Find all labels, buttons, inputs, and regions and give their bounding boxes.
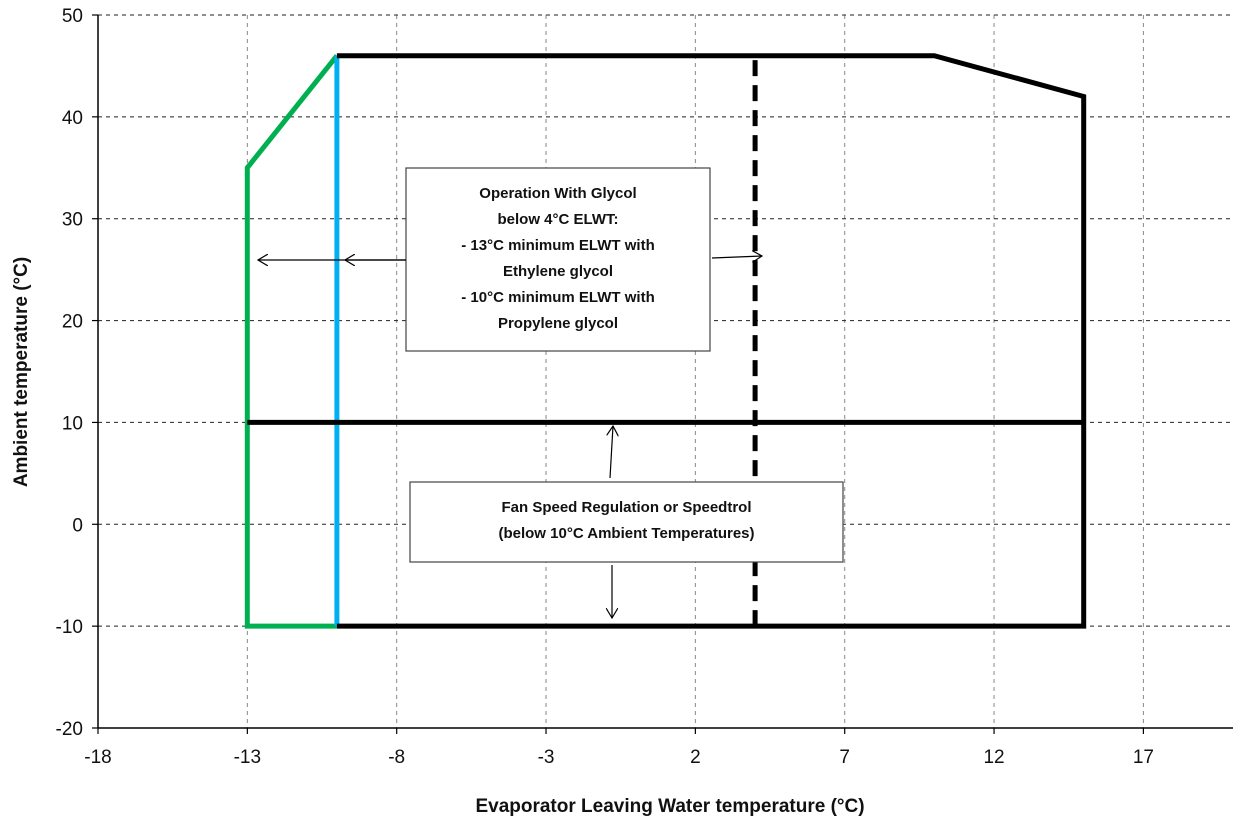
annotation-text-line: Fan Speed Regulation or Speedtrol xyxy=(501,499,751,516)
series-layer xyxy=(244,53,1087,629)
annotation-text-line: Operation With Glycol xyxy=(479,185,636,202)
x-tick-label: 2 xyxy=(690,747,701,768)
y-tick-label: 50 xyxy=(62,6,83,27)
annotation-box-1 xyxy=(405,167,711,352)
y-axis-title: Ambient temperature (°C) xyxy=(11,257,32,487)
axes xyxy=(92,14,1233,734)
y-tick-label: 0 xyxy=(72,515,83,536)
y-tick-label: -10 xyxy=(56,617,83,638)
y-tick-label: 10 xyxy=(62,413,83,434)
x-tick-label: -3 xyxy=(538,747,555,768)
y-tick-label: 20 xyxy=(62,312,83,333)
series-line-3 xyxy=(336,53,1087,629)
y-tick-label: 30 xyxy=(62,210,83,231)
y-tick-label: 40 xyxy=(62,108,83,129)
x-tick-label: -8 xyxy=(388,747,405,768)
x-axis-title: Evaporator Leaving Water temperature (°C… xyxy=(475,796,864,817)
annotation-text-line: Ethylene glycol xyxy=(503,263,613,280)
x-tick-label: 7 xyxy=(839,747,850,768)
x-tick-label: 17 xyxy=(1133,747,1154,768)
y-tick-label: -20 xyxy=(56,719,83,740)
annotation-box-2 xyxy=(409,481,844,563)
annotation-text-line: (below 10°C Ambient Temperatures) xyxy=(498,525,754,542)
annotations: Operation With Glycol below 4°C ELWT: - 13… xyxy=(258,167,844,618)
annotation-text-line: Propylene glycol xyxy=(498,315,618,332)
x-tick-label: -18 xyxy=(84,747,111,768)
annotation-text-line: - 13°C minimum ELWT with xyxy=(461,237,655,254)
annotation-arrow xyxy=(711,256,762,258)
x-tick-label: 12 xyxy=(983,747,1004,768)
annotation-arrow xyxy=(610,426,613,479)
x-tick-label: -13 xyxy=(234,747,261,768)
series-line-1 xyxy=(244,54,339,629)
annotation-text-line: - 10°C minimum ELWT with xyxy=(461,289,655,306)
annotation-text-line: below 4°C ELWT: xyxy=(497,211,618,228)
tick-labels: -18 -13 -8 -3 2 7 12 17 -20 -10 0 10 20 30 40 50 xyxy=(56,6,1154,768)
